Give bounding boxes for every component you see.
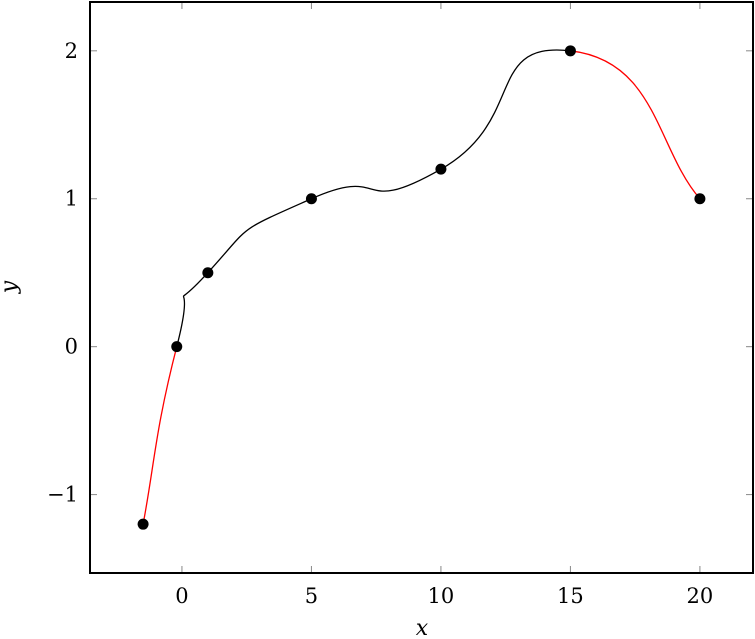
x-tick-label: 0 (175, 584, 188, 608)
data-point (202, 267, 214, 279)
x-tick-label: 10 (428, 584, 455, 608)
curve-segment (142, 346, 178, 525)
curve-segment (570, 50, 701, 200)
curve-segments (142, 49, 701, 525)
y-tick-label: −1 (47, 483, 78, 507)
data-point (694, 193, 706, 205)
data-markers (137, 45, 706, 530)
plot-frame (89, 1, 754, 574)
data-point (564, 45, 576, 57)
curve-segment (207, 198, 312, 274)
x-tick-label: 20 (687, 584, 714, 608)
data-point (137, 518, 149, 530)
x-tick-label: 5 (305, 584, 318, 608)
ticks: 0 5 10 15 20 −1 0 1 2 (47, 2, 753, 608)
curve-segment (440, 49, 571, 170)
data-point (171, 341, 183, 353)
x-axis-label: x (416, 616, 429, 639)
data-point (305, 193, 317, 205)
y-tick-label: 2 (65, 39, 78, 63)
data-point (435, 163, 447, 175)
y-tick-label: 0 (65, 335, 78, 359)
x-tick-label: 15 (557, 584, 584, 608)
curve-segment (176, 272, 209, 347)
y-tick-label: 1 (65, 187, 78, 211)
curve-segment (311, 168, 442, 200)
y-axis-label: y (0, 280, 22, 294)
